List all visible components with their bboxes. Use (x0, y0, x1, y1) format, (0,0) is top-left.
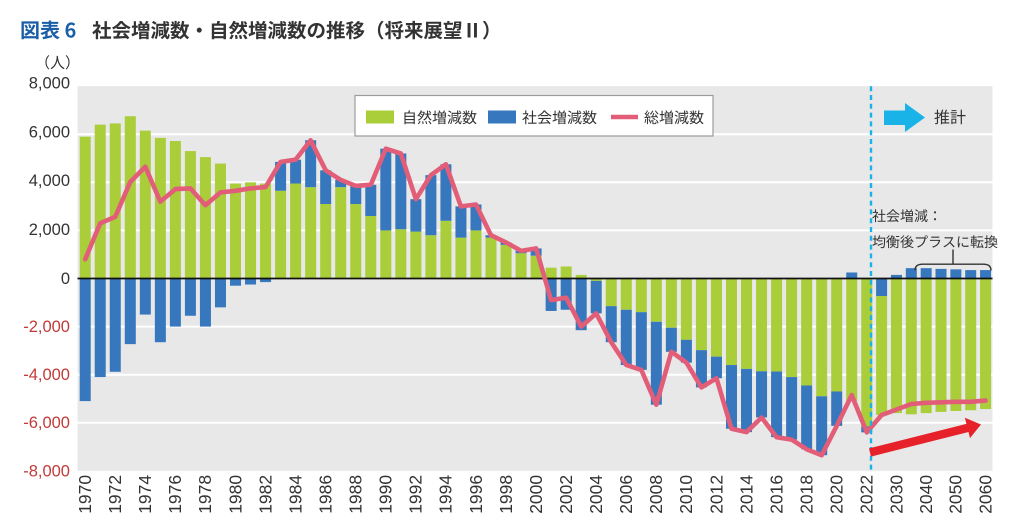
svg-text:1970: 1970 (75, 475, 95, 514)
svg-text:2014: 2014 (736, 475, 756, 514)
svg-text:2012: 2012 (706, 475, 726, 514)
svg-text:1982: 1982 (255, 475, 275, 514)
svg-text:1998: 1998 (496, 475, 516, 514)
svg-text:2010: 2010 (676, 475, 696, 514)
svg-text:2050: 2050 (946, 475, 966, 514)
svg-text:1980: 1980 (225, 475, 245, 514)
svg-text:1994: 1994 (436, 475, 456, 514)
svg-text:0: 0 (61, 270, 70, 288)
svg-text:2016: 2016 (766, 475, 786, 514)
svg-text:2,000: 2,000 (29, 221, 70, 239)
svg-text:1976: 1976 (165, 475, 185, 514)
svg-text:-2,000: -2,000 (23, 318, 70, 336)
svg-text:-8,000: -8,000 (23, 462, 70, 480)
svg-text:2060: 2060 (975, 475, 995, 514)
svg-text:2022: 2022 (857, 475, 877, 514)
svg-text:2006: 2006 (616, 475, 636, 514)
svg-text:1974: 1974 (135, 475, 155, 514)
svg-text:-4,000: -4,000 (23, 366, 70, 384)
svg-text:2008: 2008 (646, 475, 666, 514)
svg-text:6,000: 6,000 (29, 123, 70, 141)
svg-text:8,000: 8,000 (29, 75, 70, 93)
svg-text:1990: 1990 (376, 475, 396, 514)
svg-text:1972: 1972 (105, 475, 125, 514)
svg-text:1978: 1978 (195, 475, 215, 514)
svg-text:-6,000: -6,000 (23, 414, 70, 432)
svg-text:2030: 2030 (886, 475, 906, 514)
svg-text:1984: 1984 (285, 475, 305, 514)
svg-text:2018: 2018 (796, 475, 816, 514)
svg-text:1986: 1986 (316, 475, 336, 514)
svg-text:2000: 2000 (526, 475, 546, 514)
svg-text:2002: 2002 (556, 475, 576, 514)
svg-text:4,000: 4,000 (29, 172, 70, 190)
svg-text:1996: 1996 (466, 475, 486, 514)
svg-text:1988: 1988 (346, 475, 366, 514)
svg-text:2020: 2020 (827, 475, 847, 514)
svg-text:1992: 1992 (406, 475, 426, 514)
svg-text:2004: 2004 (586, 475, 606, 514)
svg-text:2040: 2040 (916, 475, 936, 514)
